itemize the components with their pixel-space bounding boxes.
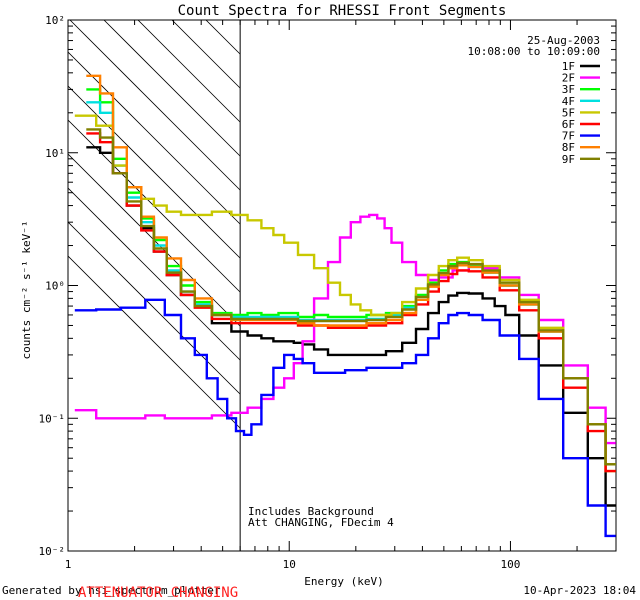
hatch-line [69,20,241,191]
legend-label-9F: 9F [562,153,575,166]
series-4F-line [86,101,616,466]
hatch-line [137,20,241,123]
y-tick-label: 10⁻² [39,545,66,558]
note-background: Includes Background [248,505,374,518]
y-tick-label: 10¹ [45,147,65,160]
legend-label-8F: 8F [562,141,575,154]
legend-label-1F: 1F [562,60,575,73]
hatch-line [171,20,241,89]
series-9F-line [86,128,616,466]
y-axis-label: counts cm⁻² s⁻¹ keV⁻¹ [20,220,33,359]
legend-label-7F: 7F [562,130,575,143]
footer-attenuator-warning: ATTENUATOR CHANGING [78,585,238,600]
y-tick-label: 10² [45,14,65,27]
footer-generated-by: Generated by hsi_spectrum_plotter [2,584,221,597]
x-axis-label: Energy (keV) [304,575,383,588]
hatch-line [103,20,241,157]
hatch-line [68,255,241,429]
note-attenuator: Att CHANGING, FDecim 4 [248,516,394,529]
axis-ticks: 1 10 100 10⁻² 10⁻¹ 10⁰ 10¹ 10² [39,14,617,571]
legend-label-6F: 6F [562,118,575,131]
chart-title: Count Spectra for RHESSI Front Segments [178,3,507,19]
legend-label-3F: 3F [562,83,575,96]
hatch-region [68,20,241,429]
date-label: 25-Aug-2003 [527,34,600,47]
x-tick-label: 1 [65,558,72,571]
series-5F-line [74,114,616,473]
x-tick-label: 10 [283,558,296,571]
time-range-label: 10:08:00 to 10:09:00 [468,45,600,58]
legend-label-4F: 4F [562,95,575,108]
x-tick-label: 100 [501,558,521,571]
y-tick-label: 10⁰ [45,280,65,293]
hatch-line [68,221,241,395]
legend-label-2F: 2F [562,72,575,85]
legend-label-5F: 5F [562,106,575,119]
series-lines [74,74,616,538]
footer-timestamp: 10-Apr-2023 18:04 [523,584,636,597]
series-3F-line [86,88,616,466]
series-8F-line [86,74,616,466]
hatch-line [205,20,241,55]
hatch-line [68,51,241,225]
hatch-line [68,187,241,361]
series-7F-line [74,298,616,538]
y-tick-label: 10⁻¹ [39,412,66,425]
